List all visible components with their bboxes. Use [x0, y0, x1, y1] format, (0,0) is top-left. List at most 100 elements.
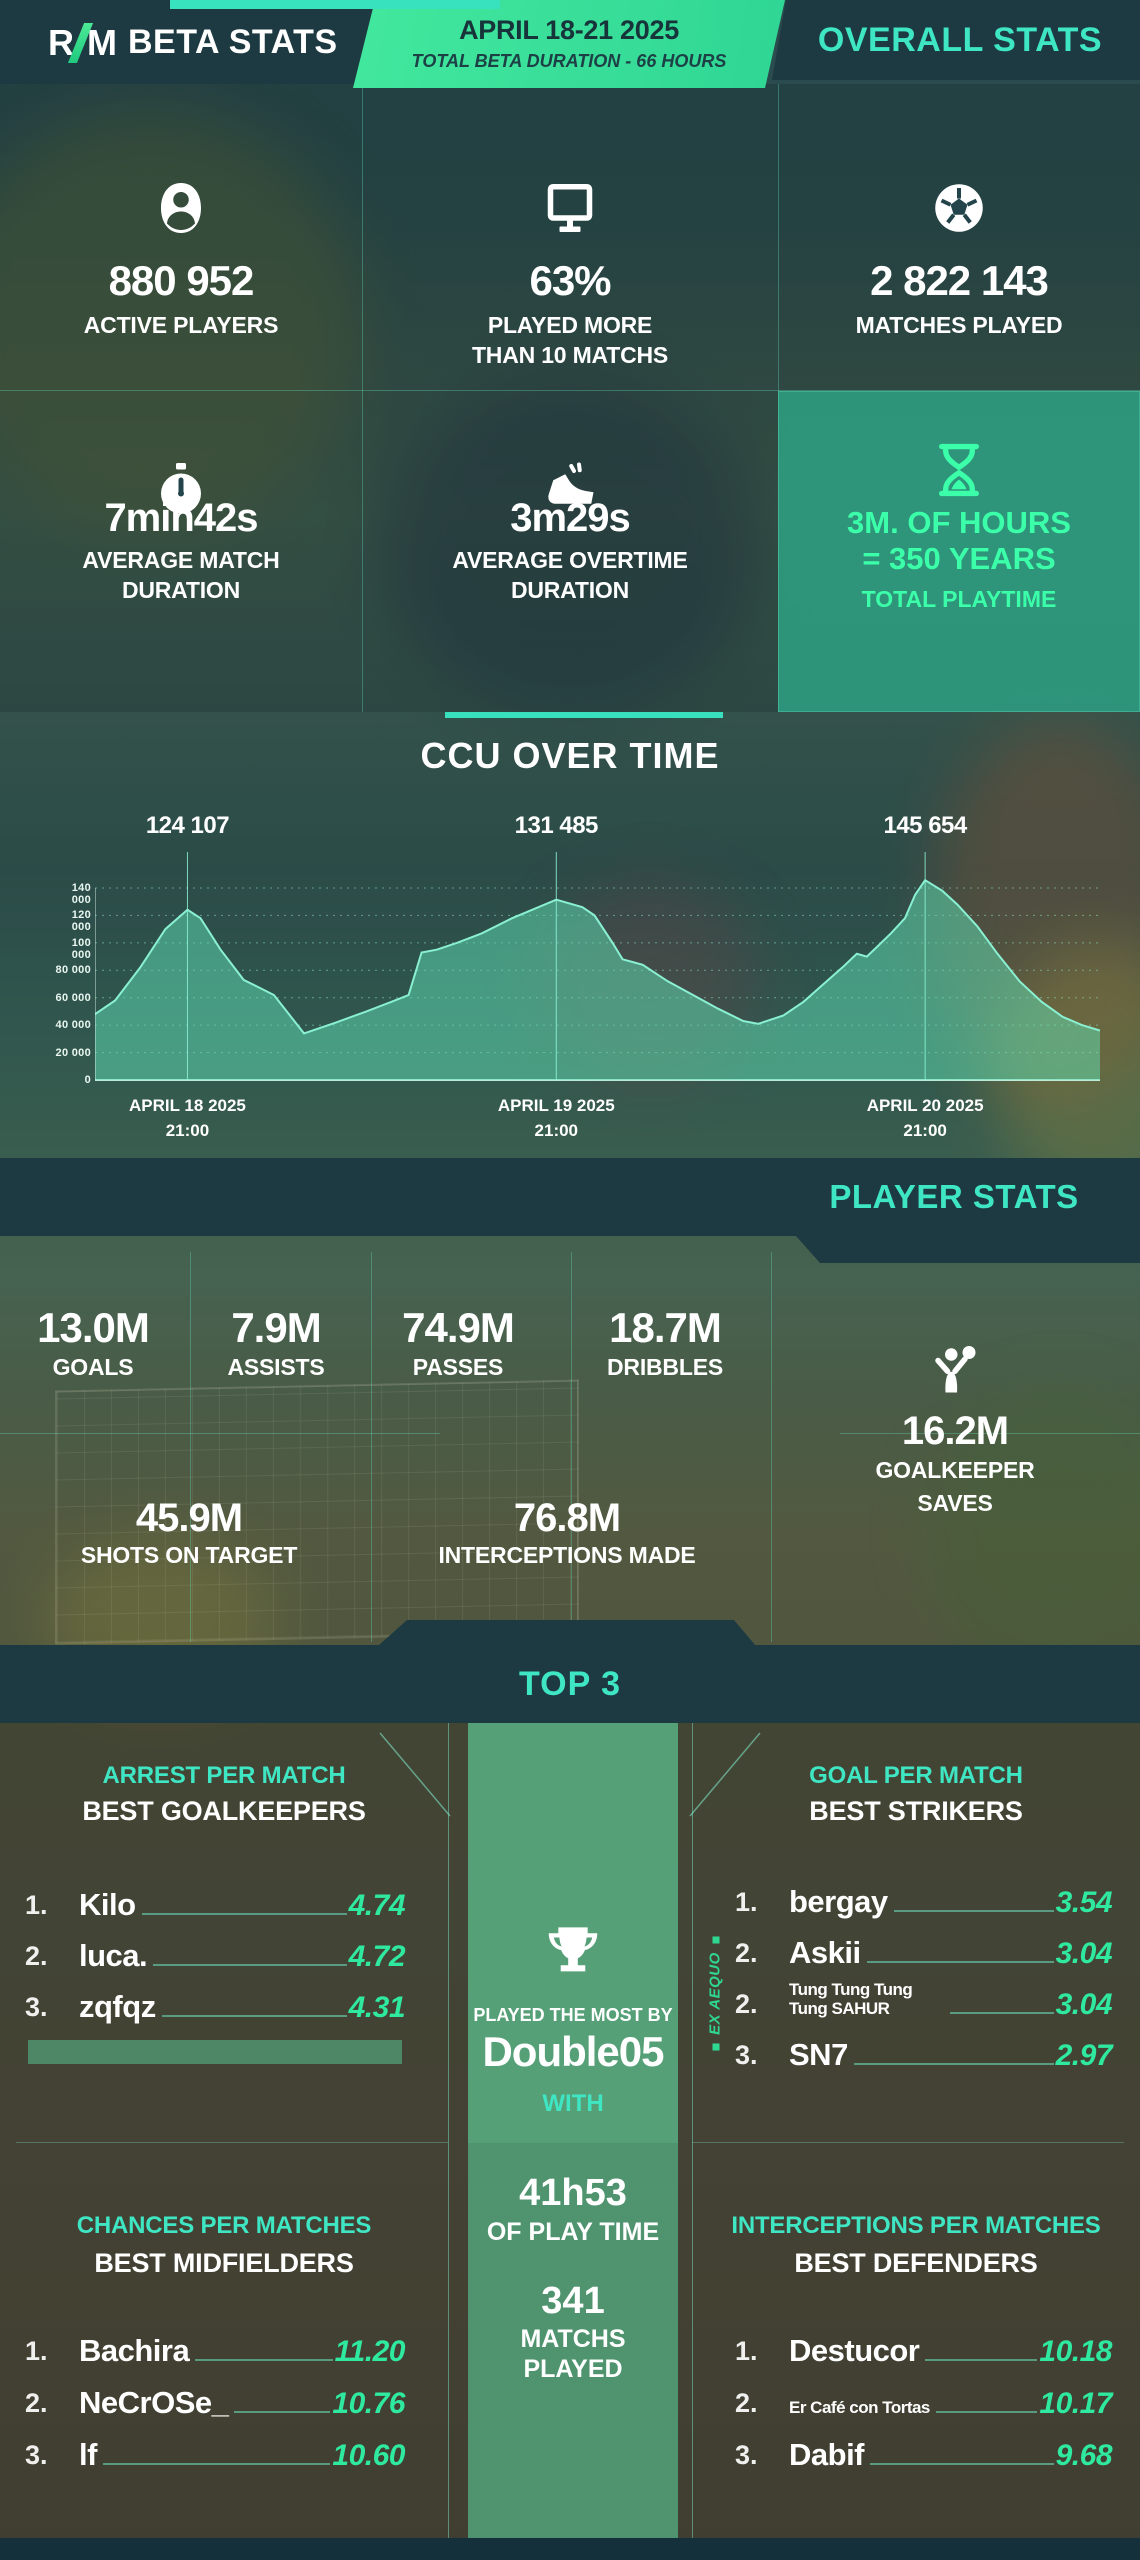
chart-title: CCU OVER TIME [420, 735, 720, 776]
leader-line [950, 2012, 1054, 2014]
midfielders-list: 1. Bachira 11.20 2. NeCrOSe_ 10.76 3. lf… [25, 2320, 406, 2476]
stat-value: 4.31 [348, 1991, 406, 2024]
rank: 3. [735, 2040, 758, 2070]
passes-value: 74.9M [402, 1304, 515, 1351]
ccu-area-chart [95, 852, 1100, 1081]
y-tick-label: 80 000 [55, 964, 91, 977]
rank: 2. [25, 1941, 48, 1971]
player-name: Askii [789, 1935, 861, 1970]
interceptions-value: 76.8M [513, 1496, 621, 1540]
banner-date: APRIL 18-21 2025 [459, 15, 679, 45]
top3-band-tab [378, 1620, 756, 1646]
player-name: SN7 [789, 2037, 848, 2072]
stat-value: 10.60 [332, 2439, 405, 2472]
player-name: Tung Tung Tung Tung SAHUR [789, 1980, 913, 2018]
banner-duration: TOTAL BETA DURATION - 66 HOURS [411, 51, 727, 71]
leader-line [153, 1964, 347, 1966]
total-playtime-value-line2: = 350 YEARS [862, 541, 1056, 576]
total-playtime-label: TOTAL PLAYTIME [861, 586, 1057, 612]
player-name: bergay [789, 1884, 888, 1919]
shots-value: 45.9M [135, 1496, 243, 1540]
header-accent-strip [170, 0, 500, 9]
stat-value: 3.54 [1055, 1886, 1113, 1919]
total-playtime-value-line1: 3M. OF HOURS [847, 505, 1071, 540]
leader-line [195, 2359, 333, 2361]
monitor-icon [540, 178, 600, 238]
top3-divider [692, 2142, 1124, 2143]
matches-value: 341 [541, 2280, 605, 2322]
boot-icon [540, 458, 600, 518]
leaderboard-row: 2. luca. 4.72 [25, 1926, 406, 1977]
saves-value: 16.2M [901, 1409, 1009, 1453]
leaderboard-row: 3. SN7 2.97 [735, 2025, 1113, 2076]
stat-value: 9.68 [1055, 2439, 1113, 2472]
header-title: BETA STATS [128, 23, 338, 61]
rank: 2. [735, 1989, 758, 2019]
leaderboard-row: 1. Destucor 10.18 [735, 2320, 1112, 2372]
strikers-list: 1. bergay 3.54 2. Askii 3.04 2. Tung Tun… [735, 1872, 1113, 2076]
mvp-column-lower-shade [468, 2143, 678, 2538]
top3-divider [448, 1723, 449, 2538]
strikers-title: BEST STRIKERS [809, 1796, 1023, 1826]
goalkeeper-icon [925, 1340, 985, 1400]
grid-divider [0, 390, 1140, 391]
playtime-value: 41h53 [519, 2172, 627, 2214]
player-stats-band [0, 1158, 1140, 1236]
active-players-label: ACTIVE PLAYERS [83, 312, 279, 338]
leaderboard-row: 2. NeCrOSe_ 10.76 [25, 2372, 405, 2424]
played-more-label: PLAYED MORE THAN 10 MATCHS [471, 312, 669, 368]
x-axis-date-label: APRIL 20 2025 21:00 [866, 1096, 984, 1140]
leader-line [935, 2411, 1038, 2413]
active-players-value: 880 952 [108, 257, 255, 304]
trophy-icon [541, 1918, 605, 1982]
defenders-title: BEST DEFENDERS [794, 2248, 1038, 2278]
rank: 1. [25, 2336, 48, 2366]
header-date-banner [353, 0, 785, 88]
player-name: Bachira [79, 2333, 190, 2368]
grid-divider [371, 1252, 372, 1642]
y-tick-label: 60 000 [55, 991, 91, 1004]
rank: 3. [25, 1992, 48, 2022]
playtime-label: OF PLAY TIME [486, 2218, 660, 2246]
leaderboard-row: 3. zqfqz 4.31 [25, 1977, 406, 2028]
avg-overtime-value: 3m29s [510, 496, 631, 540]
matches-played-value: 2 822 143 [870, 257, 1049, 304]
mvp-column [468, 1723, 678, 2538]
player-name: zqfqz [79, 1989, 156, 2024]
leader-line [866, 1961, 1054, 1963]
hourglass-icon [927, 438, 991, 502]
y-tick-label: 120 000 [71, 909, 91, 934]
ex-aequo-label: EX AEQUO [707, 1919, 724, 2069]
goalkeepers-list: 1. Kilo 4.74 2. luca. 4.72 3. zqfqz 4.31 [25, 1875, 406, 2028]
rank: 3. [25, 2440, 48, 2470]
rank: 3. [735, 2440, 758, 2470]
played-most-label: PLAYED THE MOST BY [473, 2005, 673, 2025]
stat-value: 4.72 [348, 1940, 406, 1973]
leaderboard-row: 2. Tung Tung Tung Tung SAHUR 3.04 [735, 1974, 1113, 2025]
assists-label: ASSISTS [227, 1354, 325, 1380]
grid-divider [190, 1252, 191, 1642]
peak-value-label: 145 654 [883, 812, 967, 839]
top3-divider [692, 1723, 693, 2538]
stat-value: 10.18 [1039, 2335, 1112, 2368]
leader-line [102, 2463, 331, 2465]
soccer-ball-icon [929, 178, 989, 238]
rank: 2. [25, 2388, 48, 2418]
saves-label-line2: SAVES [917, 1490, 993, 1516]
interceptions-label: INTERCEPTIONS MADE [438, 1542, 696, 1568]
top3-divider [16, 2142, 448, 2143]
rank: 2. [735, 2388, 758, 2418]
midfielders-title: BEST MIDFIELDERS [94, 2248, 354, 2278]
played-more-value: 63% [529, 257, 611, 304]
overall-stats-title: OVERALL STATS [817, 21, 1103, 59]
y-tick-label: 0 [84, 1074, 91, 1086]
player-name: Kilo [79, 1887, 136, 1922]
leader-line [234, 2411, 331, 2413]
grid-divider [362, 84, 363, 712]
rank: 1. [735, 1887, 758, 1917]
goals-label: GOALS [52, 1354, 134, 1380]
midfielders-stat-label: CHANCES PER MATCHES [76, 2212, 372, 2239]
grid-divider [771, 1252, 772, 1642]
leaderboard-row: 1. Kilo 4.74 [25, 1875, 406, 1926]
rank: 2. [735, 1938, 758, 1968]
